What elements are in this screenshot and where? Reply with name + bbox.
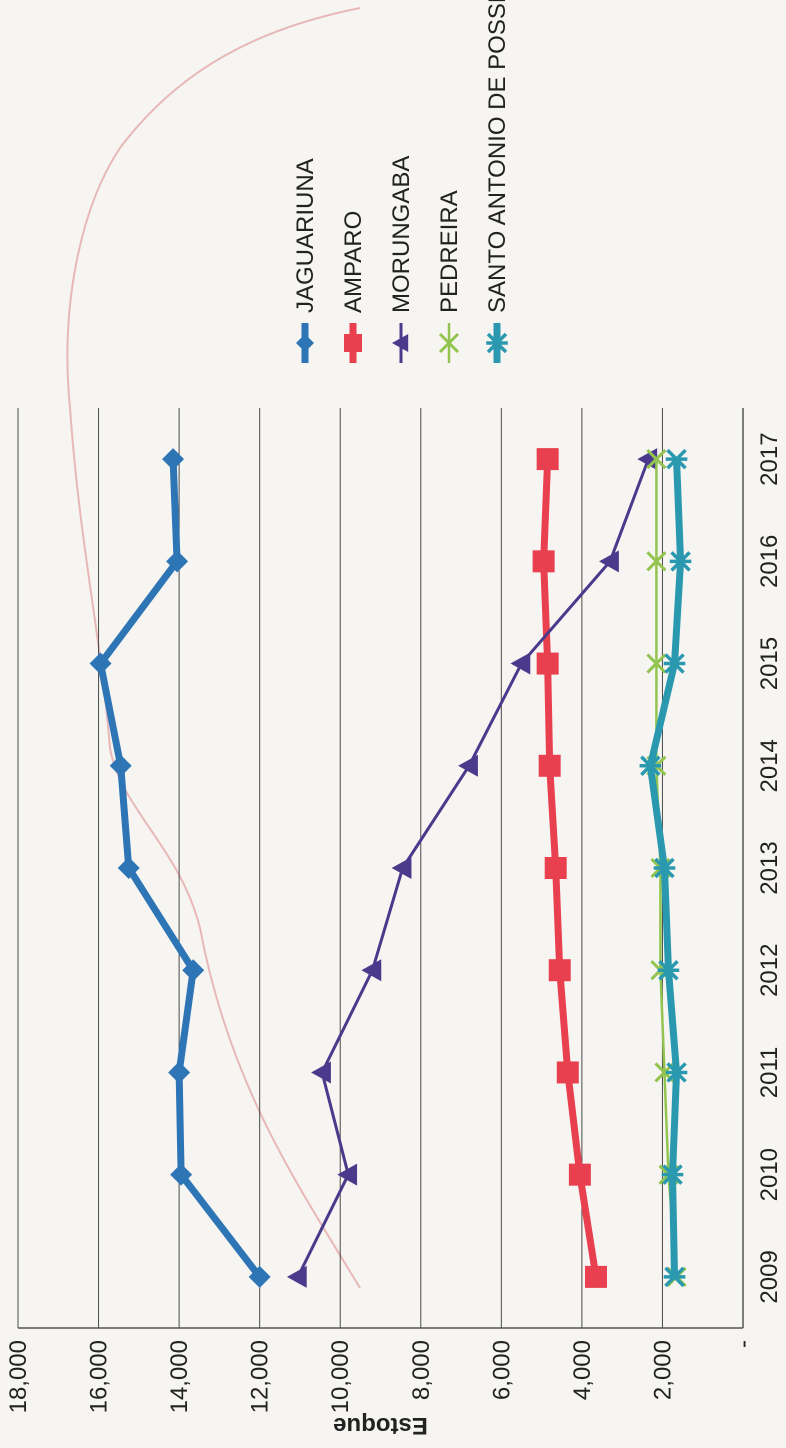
legend-item-morungaba: MORUNGABA bbox=[388, 156, 415, 363]
series-lines bbox=[89, 448, 692, 1288]
legend-item-amparo: AMPARO bbox=[340, 211, 367, 363]
x-tick-label: 2010 bbox=[756, 1148, 783, 1201]
data-point-morungaba bbox=[391, 857, 412, 879]
data-point-amparo bbox=[544, 857, 567, 879]
data-point-jaguariuna bbox=[117, 857, 140, 879]
legend-label: JAGUARIUNA bbox=[292, 158, 319, 313]
data-point-amparo bbox=[548, 959, 571, 982]
y-tick-label: 10,000 bbox=[327, 1340, 354, 1413]
data-point-morungaba bbox=[311, 1061, 331, 1084]
plot-frame bbox=[18, 408, 744, 1329]
data-point-jaguariuna bbox=[162, 448, 185, 471]
data-point-morungaba bbox=[286, 1265, 307, 1288]
data-point-jaguariuna bbox=[168, 1061, 191, 1084]
data-point-jaguariuna bbox=[89, 652, 112, 675]
x-tick-label: 2012 bbox=[756, 944, 783, 997]
legend-item-santo-antonio-de-posse: SANTO ANTONIO DE POSSE bbox=[484, 0, 511, 363]
data-point-morungaba bbox=[458, 754, 478, 777]
data-point-santo-antonio-de-posse bbox=[663, 653, 686, 674]
y-tick-label: 12,000 bbox=[247, 1340, 274, 1413]
y-tick-label: 6,000 bbox=[488, 1340, 515, 1400]
data-point-santo-antonio-de-posse bbox=[657, 959, 680, 981]
x-tick-label: 2017 bbox=[756, 432, 783, 485]
data-point-jaguariuna bbox=[109, 754, 132, 777]
legend-label: AMPARO bbox=[340, 211, 367, 313]
data-point-santo-antonio-de-posse bbox=[669, 551, 692, 572]
data-point-amparo bbox=[556, 1061, 579, 1084]
data-point-pedreira bbox=[646, 551, 667, 572]
x-axis-ticks: 2009 2010 2011 2012 2013 2014 2015 2016 2017 bbox=[756, 432, 783, 1303]
legend-label: MORUNGABA bbox=[388, 156, 415, 313]
y-tick-label: 8,000 bbox=[408, 1340, 435, 1400]
legend-label: SANTO ANTONIO DE POSSE bbox=[484, 0, 511, 313]
series-santo-antonio-de-posse bbox=[639, 448, 692, 1288]
data-point-morungaba bbox=[337, 1163, 358, 1186]
y-tick-label: 16,000 bbox=[86, 1340, 113, 1413]
data-point-santo-antonio-de-posse bbox=[639, 755, 662, 777]
data-point-morungaba bbox=[510, 652, 531, 675]
data-point-santo-antonio-de-posse bbox=[661, 1164, 684, 1185]
data-point-amparo bbox=[536, 652, 559, 675]
data-point-santo-antonio-de-posse bbox=[665, 1062, 688, 1083]
series-amparo bbox=[532, 448, 607, 1288]
legend: JAGUARIUNA AMPARO MORUNGABA PEDREIRA SANTO A… bbox=[292, 0, 511, 363]
y-axis-ticks: - 2,000 4,000 6,000 8,000 10,000 12,000 14,000 1… bbox=[5, 1340, 757, 1413]
data-point-amparo bbox=[538, 754, 561, 777]
y-tick-label: 2,000 bbox=[649, 1340, 676, 1400]
legend-item-pedreira: PEDREIRA bbox=[436, 190, 463, 363]
data-point-santo-antonio-de-posse bbox=[663, 1266, 686, 1288]
data-point-morungaba bbox=[361, 959, 382, 982]
data-point-amparo bbox=[568, 1163, 591, 1186]
legend-marker bbox=[438, 332, 460, 354]
y-axis-label: Estoque bbox=[333, 1412, 428, 1439]
x-tick-label: 2015 bbox=[756, 637, 783, 690]
legend-marker bbox=[344, 334, 362, 352]
legend-marker bbox=[486, 332, 508, 354]
data-point-jaguariuna bbox=[182, 959, 205, 982]
data-point-amparo bbox=[536, 448, 559, 471]
legend-marker bbox=[392, 334, 409, 352]
x-tick-label: 2014 bbox=[756, 739, 783, 792]
data-point-morungaba bbox=[599, 550, 619, 573]
data-point-pedreira bbox=[646, 449, 667, 470]
map-watermark-outline bbox=[66, 7, 361, 1289]
data-point-santo-antonio-de-posse bbox=[665, 448, 688, 470]
x-tick-label: 2009 bbox=[756, 1250, 783, 1303]
data-point-pedreira bbox=[646, 653, 667, 674]
series-jaguariuna bbox=[89, 448, 271, 1288]
y-tick-label: 18,000 bbox=[5, 1340, 32, 1413]
x-tick-label: 2013 bbox=[756, 841, 783, 894]
x-tick-label: 2016 bbox=[756, 535, 783, 588]
y-tick-label: 14,000 bbox=[166, 1340, 193, 1413]
data-point-amparo bbox=[532, 550, 555, 573]
data-point-jaguariuna bbox=[166, 550, 189, 573]
y-tick-label: - bbox=[730, 1340, 757, 1348]
data-point-santo-antonio-de-posse bbox=[653, 857, 676, 879]
data-point-amparo bbox=[584, 1265, 607, 1288]
legend-marker bbox=[296, 334, 314, 352]
x-tick-label: 2011 bbox=[756, 1047, 783, 1099]
legend-item-jaguariuna: JAGUARIUNA bbox=[292, 158, 319, 363]
legend-label: PEDREIRA bbox=[436, 190, 463, 313]
y-tick-label: 4,000 bbox=[569, 1340, 596, 1400]
